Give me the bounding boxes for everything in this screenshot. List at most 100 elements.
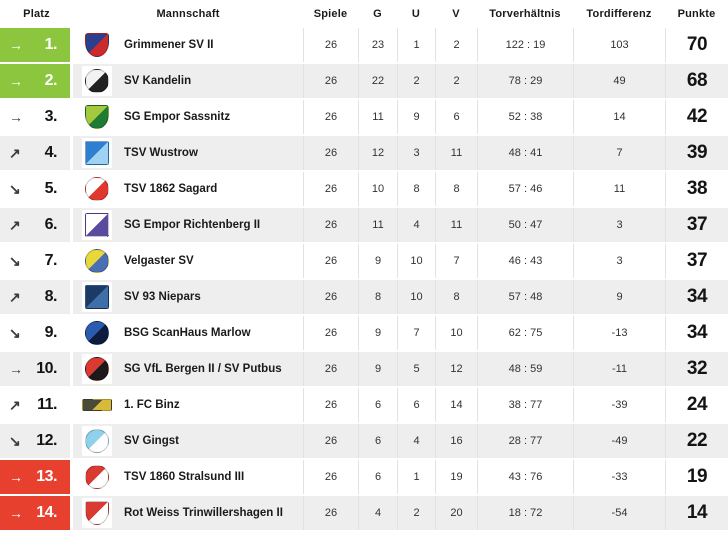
punkte-cell: 34	[665, 280, 728, 314]
rank-number: 8.	[44, 288, 58, 305]
team-cell: SG Empor Richtenberg II	[73, 208, 303, 242]
rank-number: 3.	[44, 108, 58, 125]
team-cell: SV Kandelin	[73, 64, 303, 98]
tordifferenz-cell: 103	[573, 28, 665, 62]
table-row[interactable]: ↘ 9. BSG ScanHaus Marlow 26 9 7 10 62 : …	[0, 316, 728, 352]
table-row[interactable]: ↗ 8. SV 93 Niepars 26 8 10 8 57 : 48 9 3…	[0, 280, 728, 316]
verloren-cell: 8	[435, 280, 477, 314]
team-logo-box	[82, 102, 112, 132]
rank-cell: → 1.	[0, 28, 73, 62]
rank-number: 14.	[36, 504, 57, 521]
punkte-cell: 38	[665, 172, 728, 206]
rank-cell: ↗ 8.	[0, 280, 73, 314]
team-logo	[85, 285, 109, 309]
table-row[interactable]: ↗ 6. SG Empor Richtenberg II 26 11 4 11 …	[0, 208, 728, 244]
unentschieden-cell: 7	[397, 316, 435, 350]
team-name[interactable]: SV Kandelin	[124, 75, 192, 87]
team-logo-box	[82, 426, 112, 456]
rank-number: 9.	[44, 324, 58, 341]
tordifferenz-cell: -49	[573, 424, 665, 458]
rank-cell: → 2.	[0, 64, 73, 98]
punkte-cell: 24	[665, 388, 728, 422]
table-row[interactable]: ↘ 12. SV Gingst 26 6 4 16 28 : 77 -49 22	[0, 424, 728, 460]
unentschieden-cell: 4	[397, 424, 435, 458]
torverhaeltnis-cell: 78 : 29	[477, 64, 573, 98]
team-name[interactable]: BSG ScanHaus Marlow	[124, 327, 251, 339]
torverhaeltnis-cell: 48 : 41	[477, 136, 573, 170]
tordifferenz-cell: -11	[573, 352, 665, 386]
spiele-cell: 26	[303, 136, 358, 170]
tordifferenz-cell: -33	[573, 460, 665, 494]
team-cell: SV 93 Niepars	[73, 280, 303, 314]
team-name[interactable]: SV Gingst	[124, 435, 179, 447]
unentschieden-cell: 1	[397, 460, 435, 494]
team-name[interactable]: 1. FC Binz	[124, 399, 180, 411]
table-row[interactable]: ↗ 4. TSV Wustrow 26 12 3 11 48 : 41 7 39	[0, 136, 728, 172]
tordifferenz-cell: 9	[573, 280, 665, 314]
tordifferenz-cell: 49	[573, 64, 665, 98]
header-tordifferenz: Tordifferenz	[586, 8, 652, 20]
table-row[interactable]: → 2. SV Kandelin 26 22 2 2 78 : 29 49 68	[0, 64, 728, 100]
team-name[interactable]: SG Empor Richtenberg II	[124, 219, 261, 231]
trend-arrow-icon: ↘	[9, 433, 21, 449]
team-name[interactable]: Rot Weiss Trinwillershagen II	[124, 507, 283, 519]
spiele-cell: 26	[303, 100, 358, 134]
table-row[interactable]: ↘ 5. TSV 1862 Sagard 26 10 8 8 57 : 46 1…	[0, 172, 728, 208]
tordifferenz-cell: 3	[573, 244, 665, 278]
team-cell: TSV 1860 Stralsund III	[73, 460, 303, 494]
team-logo	[85, 429, 109, 453]
punkte-cell: 32	[665, 352, 728, 386]
table-row[interactable]: → 13. TSV 1860 Stralsund III 26 6 1 19 4…	[0, 460, 728, 496]
team-cell: BSG ScanHaus Marlow	[73, 316, 303, 350]
team-logo	[85, 249, 109, 273]
tordifferenz-cell: 14	[573, 100, 665, 134]
header-spiele: Spiele	[313, 8, 348, 20]
table-row[interactable]: ↘ 7. Velgaster SV 26 9 10 7 46 : 43 3 37	[0, 244, 728, 280]
rank-cell: ↗ 4.	[0, 136, 73, 170]
team-logo	[85, 141, 109, 165]
table-row[interactable]: → 14. Rot Weiss Trinwillershagen II 26 4…	[0, 496, 728, 532]
team-name[interactable]: Grimmener SV II	[124, 39, 214, 51]
punkte-cell: 19	[665, 460, 728, 494]
team-name[interactable]: SV 93 Niepars	[124, 291, 201, 303]
unentschieden-cell: 6	[397, 388, 435, 422]
unentschieden-cell: 1	[397, 28, 435, 62]
team-name[interactable]: TSV 1860 Stralsund III	[124, 471, 245, 483]
verloren-cell: 2	[435, 64, 477, 98]
torverhaeltnis-cell: 18 : 72	[477, 496, 573, 530]
rank-cell: ↗ 11.	[0, 388, 73, 422]
verloren-cell: 12	[435, 352, 477, 386]
team-name[interactable]: Velgaster SV	[124, 255, 194, 267]
team-name[interactable]: TSV Wustrow	[124, 147, 198, 159]
gewonnen-cell: 11	[358, 208, 397, 242]
verloren-cell: 6	[435, 100, 477, 134]
torverhaeltnis-cell: 48 : 59	[477, 352, 573, 386]
punkte-cell: 37	[665, 244, 728, 278]
team-name[interactable]: SG VfL Bergen II / SV Putbus	[124, 363, 282, 375]
torverhaeltnis-cell: 52 : 38	[477, 100, 573, 134]
header-mannschaft: Mannschaft	[156, 8, 220, 20]
rank-number: 10.	[36, 360, 57, 377]
header-torverhaeltnis: Torverhältnis	[489, 8, 561, 20]
rank-number: 6.	[44, 216, 58, 233]
table-row[interactable]: ↗ 11. 1. FC Binz 26 6 6 14 38 : 77 -39 2…	[0, 388, 728, 424]
team-logo	[85, 465, 109, 489]
gewonnen-cell: 8	[358, 280, 397, 314]
punkte-cell: 34	[665, 316, 728, 350]
team-logo	[85, 69, 109, 93]
verloren-cell: 19	[435, 460, 477, 494]
tordifferenz-cell: -39	[573, 388, 665, 422]
spiele-cell: 26	[303, 496, 358, 530]
unentschieden-cell: 10	[397, 244, 435, 278]
table-row[interactable]: → 1. Grimmener SV II 26 23 1 2 122 : 19 …	[0, 28, 728, 64]
team-name[interactable]: TSV 1862 Sagard	[124, 183, 218, 195]
team-name[interactable]: SG Empor Sassnitz	[124, 111, 231, 123]
header-platz: Platz	[23, 8, 50, 20]
torverhaeltnis-cell: 122 : 19	[477, 28, 573, 62]
table-row[interactable]: → 10. SG VfL Bergen II / SV Putbus 26 9 …	[0, 352, 728, 388]
trend-arrow-icon: →	[9, 505, 23, 521]
table-row[interactable]: → 3. SG Empor Sassnitz 26 11 9 6 52 : 38…	[0, 100, 728, 136]
trend-arrow-icon: ↘	[9, 325, 21, 341]
gewonnen-cell: 23	[358, 28, 397, 62]
verloren-cell: 11	[435, 136, 477, 170]
